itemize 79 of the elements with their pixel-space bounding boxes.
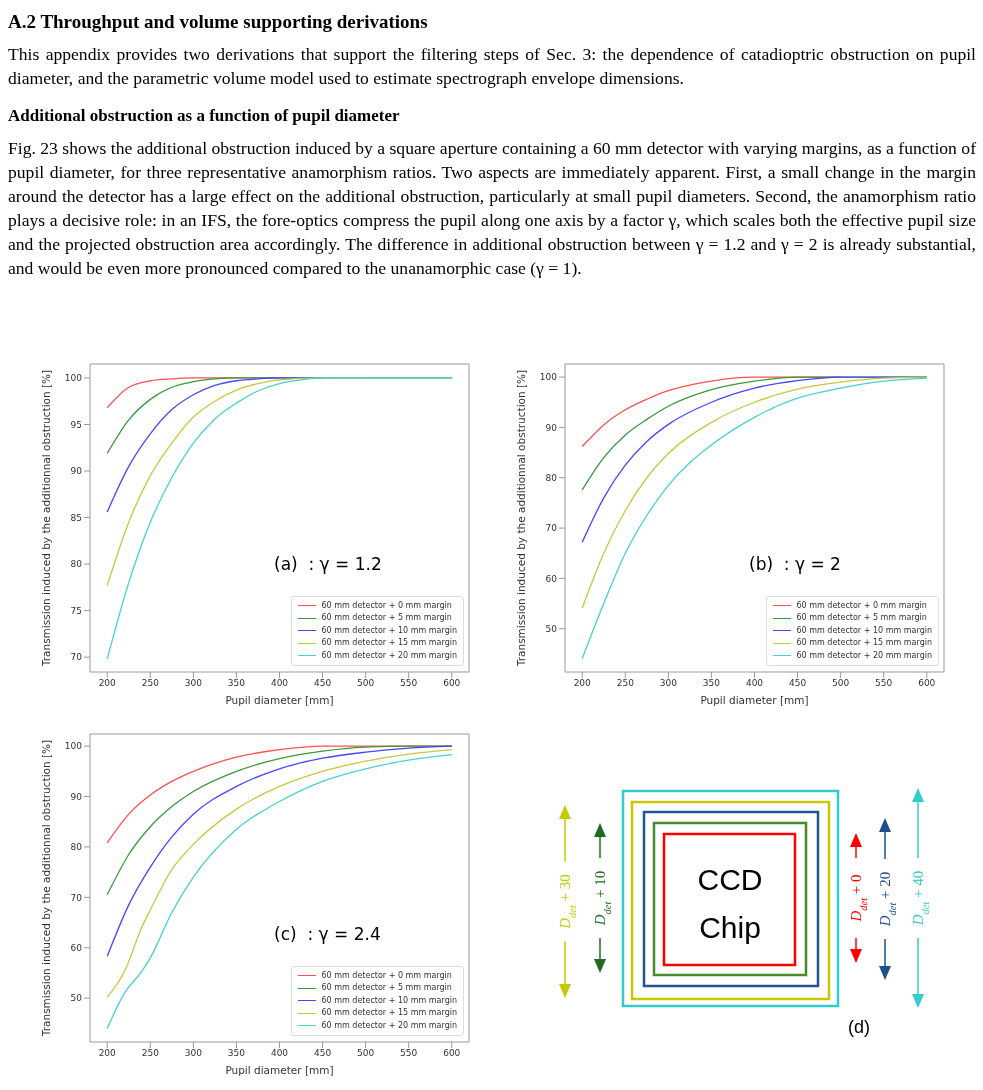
x-tick-label: 300 [184,1048,203,1059]
x-tick-label: 250 [616,678,635,689]
x-axis-title: Pupil diameter [mm] [225,1064,334,1076]
x-tick-label: 350 [227,678,246,689]
text: This appendix provides two derivations that support the filtering steps of Sec. 3: the dependence of catadioptric obstruction on pupil diameter, and the parametric volume model used to estimate spectrograph envelope dimensions. [8,43,976,90]
y-tick-label: 50 [545,623,558,634]
annotation: (a) : γ = 1.2 [274,554,382,574]
y-tick-label: 90 [70,466,83,477]
legend-label: 60 mm detector + 0 mm margin [321,969,452,982]
x-tick-label: 450 [788,678,807,689]
x-tick-label: 400 [270,1048,289,1059]
legend-label: 60 mm detector + 15 mm margin [321,637,457,649]
text: CCD Chip [697,863,763,944]
y-tick-label: 60 [545,573,558,584]
x-tick-label: 200 [98,1048,117,1059]
legend-label: 60 mm detector + 5 mm margin [321,982,452,994]
x-tick-label: 300 [184,678,203,689]
legend-label: 60 mm detector + 10 mm margin [321,624,457,637]
y-tick-label: 100 [64,373,83,384]
y-tick-label: 100 [539,372,558,383]
x-tick-label: 200 [98,678,117,689]
text: Additional obstruction as a function of pupil diameter [8,105,401,127]
y-tick-label: 80 [70,559,83,570]
legend-label: 60 mm detector + 20 mm margin [321,1019,457,1032]
y-tick-label: 90 [545,422,558,433]
legend-label: 60 mm detector + 10 mm margin [321,994,457,1007]
x-axis-title: Pupil diameter [mm] [225,694,334,706]
line-series [581,376,928,609]
x-tick-label: 350 [227,1048,246,1059]
x-tick-label: 500 [832,678,850,689]
legend-label: 60 mm detector + 15 mm margin [321,1007,457,1019]
x-tick-label: 450 [313,678,332,689]
x-tick-label: 550 [875,678,893,689]
y-tick-label: 50 [70,993,83,1004]
line-series [106,745,453,957]
text: A.2 Throughput and volume supporting derivations [8,10,429,34]
y-axis-title: Transmission induced by the additionnal obstruction [%] [514,369,527,668]
legend-label: 60 mm detector + 5 mm margin [796,612,927,624]
x-tick-label: 250 [141,678,160,689]
y-tick-label: 70 [70,892,83,903]
x-tick-label: 250 [141,1048,160,1059]
y-tick-label: 70 [545,523,558,534]
x-tick-label: 600 [918,678,936,689]
x-tick-label: 450 [313,1048,332,1059]
annotation: (c) : γ = 2.4 [274,924,381,944]
y-tick-label: 90 [70,791,83,802]
legend-label: 60 mm detector + 5 mm margin [321,612,452,624]
line-series [106,745,453,896]
x-tick-label: 400 [745,678,764,689]
y-tick-label: 60 [70,942,83,953]
x-tick-label: 600 [443,678,461,689]
y-tick-label: 85 [70,512,82,523]
y-axis-title: Transmission induced by the additionnal obstruction [%] [39,369,52,668]
y-tick-label: 75 [70,605,82,616]
x-tick-label: 600 [443,1048,461,1059]
legend-label: 60 mm detector + 20 mm margin [321,649,457,662]
y-tick-label: 95 [70,419,82,430]
legend-label: 60 mm detector + 10 mm margin [796,624,932,637]
legend-label: 60 mm detector + 20 mm margin [796,649,932,662]
x-tick-label: 400 [270,678,289,689]
x-axis-title: Pupil diameter [mm] [700,694,809,706]
annotation: (b) : γ = 2 [749,554,841,574]
x-tick-label: 550 [400,678,418,689]
text: (d) [848,1017,870,1037]
x-tick-label: 500 [357,1048,375,1059]
x-tick-label: 350 [702,678,721,689]
legend-label: 60 mm detector + 0 mm margin [796,599,927,612]
y-tick-label: 80 [545,472,558,483]
y-tick-label: 80 [70,842,83,853]
legend-label: 60 mm detector + 0 mm margin [321,599,452,612]
x-tick-label: 300 [659,678,678,689]
y-axis-title: Transmission induced by the additionnal obstruction [%] [39,739,52,1038]
y-tick-label: 70 [70,652,83,663]
y-tick-label: 100 [64,741,83,752]
caption: Fig. 23 shows the additional obstruction induced by a square aperture containing a 60 mm detector with varying margins, as a function of pupil diameter, for three representative anamorphism ratios. Two aspects are immediately apparent. First, a small change in the margin around the detector has a large effect on the additional obstruction, particularly at small pupil diameters. Second, the anamorphism ratio plays a decisive role: in an IFS, the fore-optics compress the pupil along one axis by a factor γ, which scales both the effective pupil size and the projected obstruction area accordingly. The difference in additional obstruction between γ = 1.2 and γ = 2 is already substantial, and would be even more pronounced compared to the unanamorphic case (γ = 1). [8,137,976,280]
x-tick-label: 500 [357,678,375,689]
legend-label: 60 mm detector + 15 mm margin [796,637,932,649]
x-tick-label: 550 [400,1048,418,1059]
x-tick-label: 200 [573,678,592,689]
